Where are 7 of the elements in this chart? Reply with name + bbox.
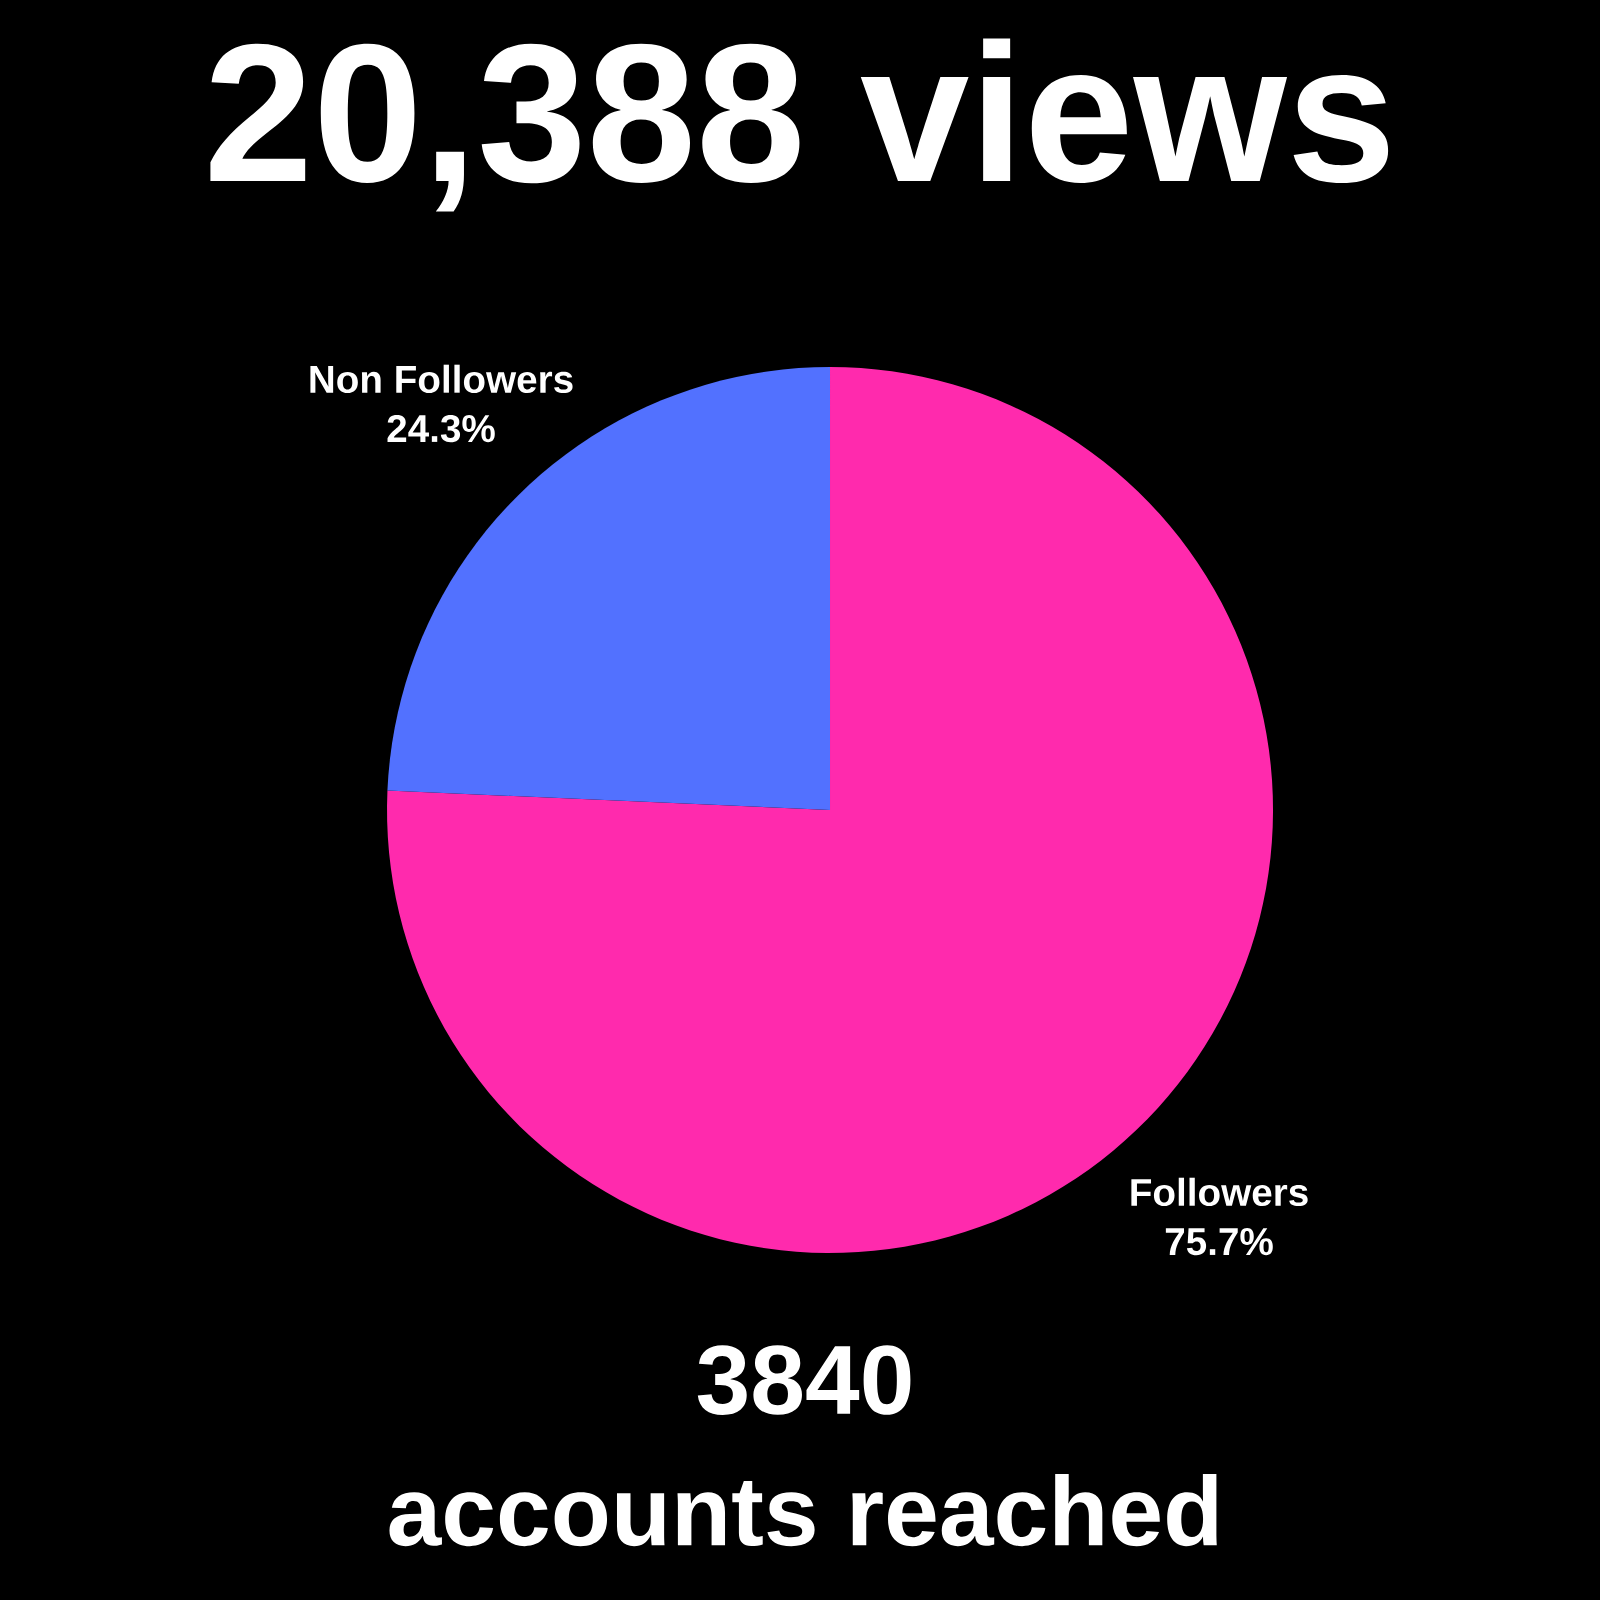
chart-title: 20,388 views: [210, 38, 1389, 212]
slice-label: Non Followers: [310, 364, 573, 394]
text: 3840: [697, 1345, 911, 1415]
data-label: 24.3%: [387, 414, 495, 443]
data-label: 75.7%: [1165, 1228, 1273, 1256]
text: accounts reached: [389, 1473, 1217, 1547]
slice-label: Followers: [1131, 1177, 1308, 1207]
